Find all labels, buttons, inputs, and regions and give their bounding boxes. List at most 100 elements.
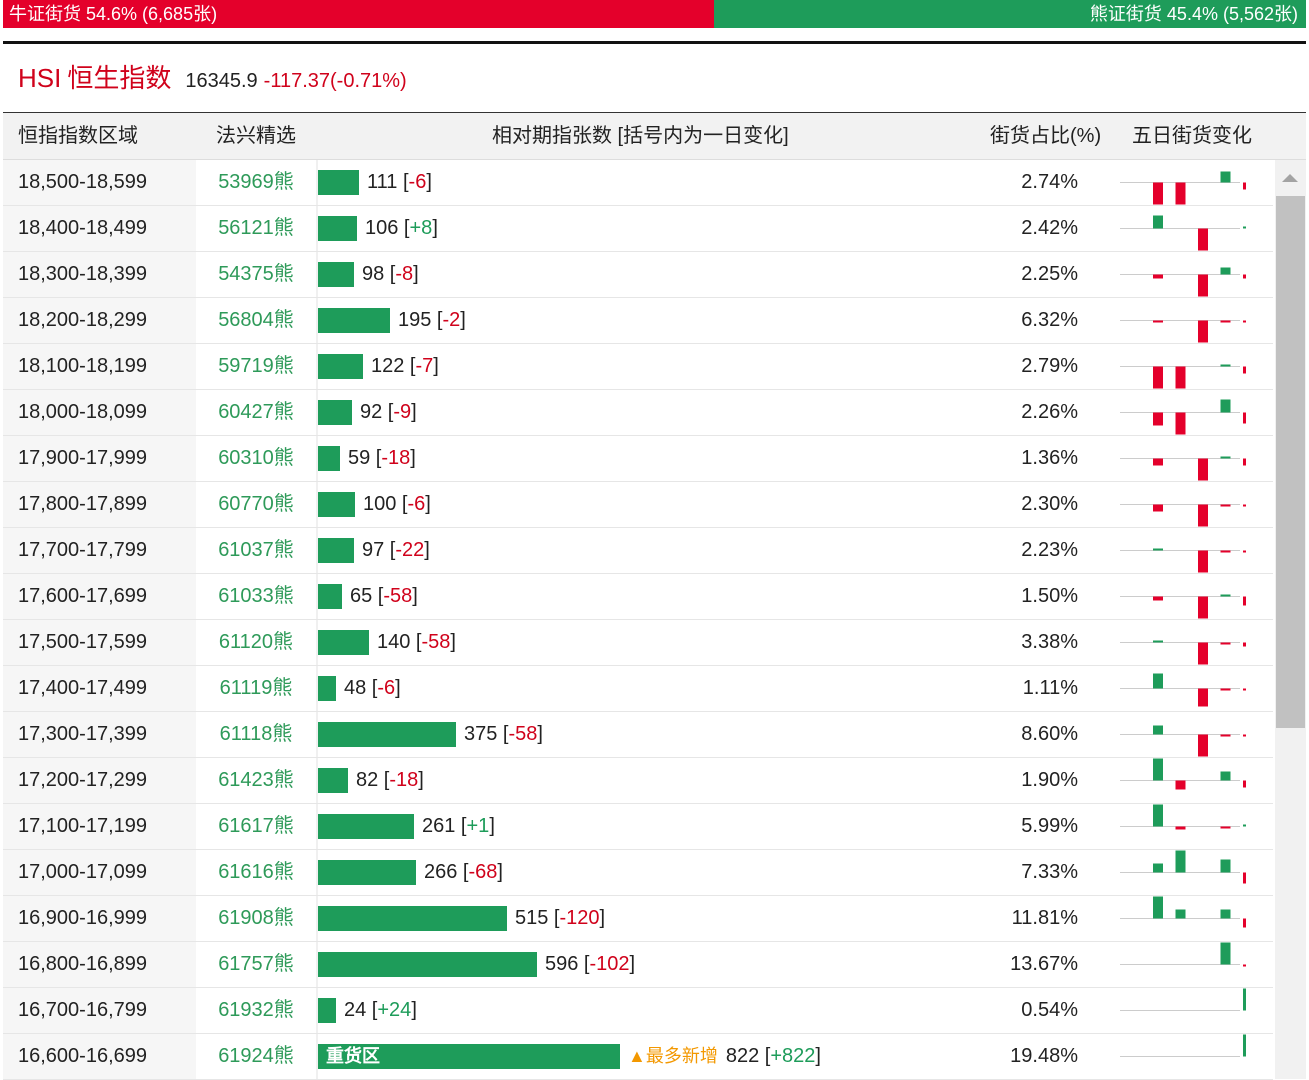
cell-divider bbox=[316, 896, 318, 941]
pick-link[interactable]: 53969熊 bbox=[196, 160, 316, 205]
pick-link[interactable]: 60770熊 bbox=[196, 482, 316, 527]
table-row[interactable]: 17,400-17,499 61119熊 48 [-6] 1.11% bbox=[3, 666, 1273, 712]
table-row[interactable]: 17,700-17,799 61037熊 97 [-22] 2.23% bbox=[3, 528, 1273, 574]
table-row[interactable]: 17,000-17,099 61616熊 266 [-68] 7.33% bbox=[3, 850, 1273, 896]
pick-link[interactable]: 61118熊 bbox=[196, 712, 316, 757]
pick-link[interactable]: 61119熊 bbox=[196, 666, 316, 711]
count-value: 111 bbox=[367, 171, 398, 193]
count-text: 266 [-68] bbox=[424, 861, 503, 883]
pick-link[interactable]: 61120熊 bbox=[196, 620, 316, 665]
pick-link[interactable]: 61617熊 bbox=[196, 804, 316, 849]
cell-divider bbox=[316, 988, 318, 1033]
range-cell: 18,400-18,499 bbox=[3, 206, 196, 251]
pick-link[interactable]: 56121熊 bbox=[196, 206, 316, 251]
index-name: 恒生指数 bbox=[67, 63, 172, 93]
count-bar bbox=[318, 538, 354, 563]
col-five-day[interactable]: 五日街货变化 bbox=[1132, 125, 1252, 147]
pick-link[interactable]: 61616熊 bbox=[196, 850, 316, 895]
share-percent: 7.33% bbox=[1021, 861, 1078, 883]
sparkline-bar bbox=[1175, 780, 1186, 790]
sparkline-bar bbox=[1243, 824, 1246, 827]
range-cell: 17,500-17,599 bbox=[3, 620, 196, 665]
sparkline-bar bbox=[1198, 458, 1208, 481]
sparkline-bar bbox=[1220, 734, 1231, 737]
sparkline-bar bbox=[1175, 850, 1186, 873]
count-delta: +24 bbox=[377, 999, 412, 1021]
table-row[interactable]: 18,300-18,399 54375熊 98 [-8] 2.25% bbox=[3, 252, 1273, 298]
table-row[interactable]: 16,800-16,899 61757熊 596 [-102] 13.67% bbox=[3, 942, 1273, 988]
cell-divider bbox=[316, 252, 318, 297]
table-header: 恒指指数区域 法兴精选 相对期指张数 [括号内为一日变化] 街货占比(%) 五日… bbox=[3, 113, 1306, 160]
sparkline-bar bbox=[1153, 640, 1163, 643]
count-value: 24 bbox=[344, 999, 367, 1021]
pick-link[interactable]: 61033熊 bbox=[196, 574, 316, 619]
table-row[interactable]: 16,900-16,999 61908熊 515 [-120] 11.81% bbox=[3, 896, 1273, 942]
table-row[interactable]: 17,800-17,899 60770熊 100 [-6] 2.30% bbox=[3, 482, 1273, 528]
count-delta: -102 bbox=[589, 953, 630, 975]
table-row[interactable]: 18,500-18,599 53969熊 111 [-6] 2.74% bbox=[3, 160, 1273, 206]
table-row[interactable]: 17,200-17,299 61423熊 82 [-18] 1.90% bbox=[3, 758, 1273, 804]
table-row[interactable]: 17,500-17,599 61120熊 140 [-58] 3.38% bbox=[3, 620, 1273, 666]
table-row[interactable]: 18,400-18,499 56121熊 106 [+8] 2.42% bbox=[3, 206, 1273, 252]
pick-link[interactable]: 54375熊 bbox=[196, 252, 316, 297]
sparkline-bar bbox=[1243, 1034, 1246, 1057]
pick-link[interactable]: 61423熊 bbox=[196, 758, 316, 803]
col-range[interactable]: 恒指指数区域 bbox=[18, 125, 138, 147]
pick-link[interactable]: 61932熊 bbox=[196, 988, 316, 1033]
pick-link[interactable]: 60427熊 bbox=[196, 390, 316, 435]
count-delta: -22 bbox=[395, 539, 425, 561]
range-cell: 18,100-18,199 bbox=[3, 344, 196, 389]
scroll-up-arrow-icon[interactable] bbox=[1282, 174, 1298, 182]
table-row[interactable]: 17,900-17,999 60310熊 59 [-18] 1.36% bbox=[3, 436, 1273, 482]
count-value: 596 bbox=[545, 953, 579, 975]
table-row[interactable]: 16,700-16,799 61932熊 24 [+24] 0.54% bbox=[3, 988, 1273, 1034]
sparkline-bar bbox=[1153, 673, 1163, 689]
sparkline-bar bbox=[1243, 274, 1246, 279]
share-percent: 6.32% bbox=[1021, 309, 1078, 331]
table-row[interactable]: 17,100-17,199 61617熊 261 [+1] 5.99% bbox=[3, 804, 1273, 850]
count-bar: 重货区 bbox=[318, 1044, 620, 1069]
five-day-sparkline bbox=[1120, 942, 1246, 967]
sparkline-bar bbox=[1198, 688, 1208, 707]
count-value: 195 bbox=[398, 309, 432, 331]
pick-link[interactable]: 56804熊 bbox=[196, 298, 316, 343]
col-share[interactable]: 街货占比(%) bbox=[990, 125, 1102, 147]
pick-link[interactable]: 61037熊 bbox=[196, 528, 316, 573]
share-percent: 2.26% bbox=[1021, 401, 1078, 423]
share-percent: 3.38% bbox=[1021, 631, 1078, 653]
col-pick[interactable]: 法兴精选 bbox=[216, 125, 296, 147]
col-relative[interactable]: 相对期指张数 [括号内为一日变化] bbox=[492, 125, 789, 147]
count-text: 97 [-22] bbox=[362, 539, 430, 561]
pick-link[interactable]: 61924熊 bbox=[196, 1034, 316, 1079]
table-row[interactable]: 17,600-17,699 61033熊 65 [-58] 1.50% bbox=[3, 574, 1273, 620]
count-value: 59 bbox=[348, 447, 371, 469]
pick-link[interactable]: 61908熊 bbox=[196, 896, 316, 941]
scroll-thumb[interactable] bbox=[1276, 196, 1305, 728]
bear-share-bar: 熊证街货 45.4% (5,562张) bbox=[714, 0, 1306, 28]
count-text: ▲最多新增 822 [+822] bbox=[628, 1045, 821, 1067]
cell-divider bbox=[316, 804, 318, 849]
cell-divider bbox=[316, 436, 318, 481]
count-text: 59 [-18] bbox=[348, 447, 416, 469]
table-row[interactable]: 18,200-18,299 56804熊 195 [-2] 6.32% bbox=[3, 298, 1273, 344]
count-text: 100 [-6] bbox=[363, 493, 431, 515]
five-day-sparkline bbox=[1120, 548, 1246, 573]
table-row[interactable]: 18,100-18,199 59719熊 122 [-7] 2.79% bbox=[3, 344, 1273, 390]
pick-link[interactable]: 60310熊 bbox=[196, 436, 316, 481]
vertical-scrollbar[interactable] bbox=[1275, 160, 1306, 1079]
count-delta: -120 bbox=[559, 907, 600, 929]
count-bar bbox=[318, 952, 537, 977]
count-bar bbox=[318, 584, 342, 609]
pick-link[interactable]: 59719熊 bbox=[196, 344, 316, 389]
cell-divider bbox=[316, 850, 318, 895]
range-cell: 16,700-16,799 bbox=[3, 988, 196, 1033]
table-row[interactable]: 16,600-16,699 61924熊 重货区 ▲最多新增 822 [+822] 19.… bbox=[3, 1034, 1273, 1080]
range-cell: 16,900-16,999 bbox=[3, 896, 196, 941]
table-row[interactable]: 17,300-17,399 61118熊 375 [-58] 8.60% bbox=[3, 712, 1273, 758]
cell-divider bbox=[316, 942, 318, 987]
sparkline-bar bbox=[1220, 364, 1231, 367]
pick-link[interactable]: 61757熊 bbox=[196, 942, 316, 987]
count-delta: -2 bbox=[442, 309, 461, 331]
table-row[interactable]: 18,000-18,099 60427熊 92 [-9] 2.26% bbox=[3, 390, 1273, 436]
count-value: 375 bbox=[464, 723, 498, 745]
